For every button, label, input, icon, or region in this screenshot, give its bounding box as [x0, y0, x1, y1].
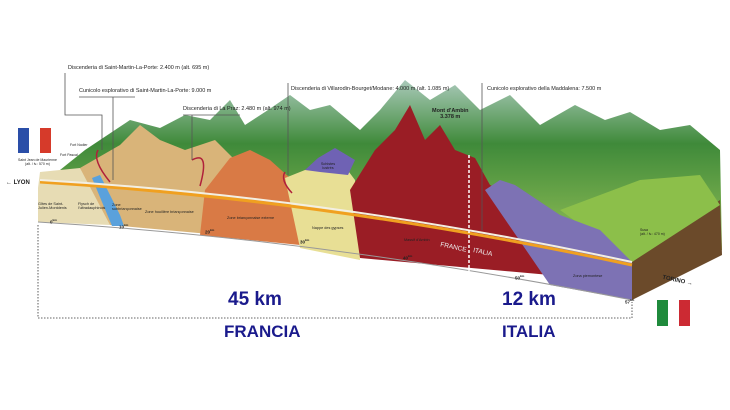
- callout-leaders: [64, 73, 483, 230]
- flag-france-blue: [18, 128, 29, 153]
- callout-la-praz: Discenderia di La Praz: 2.480 m (alt. 97…: [183, 106, 291, 112]
- callout-modane: Discenderia di Villarodin-Bourget/Modane…: [291, 86, 450, 92]
- fort-nodier-label: Fort Nodier: [70, 143, 88, 147]
- start-alt: (alt. / lv.: 570 m): [25, 162, 50, 166]
- layer-purple-piemontese: [485, 180, 632, 300]
- flag-italy-green: [657, 300, 668, 326]
- km-mark-20: 20km: [205, 228, 215, 235]
- peak-altitude: 3.378 m: [440, 114, 461, 120]
- end-station: Susa (alt. / lv.: 470 m): [640, 228, 665, 236]
- valley: [560, 175, 720, 262]
- km-mark-50: 50km: [515, 274, 525, 281]
- flag-italy-red: [679, 300, 690, 326]
- adit-modane: [282, 171, 293, 194]
- lyon-label: ← LYON: [6, 180, 30, 186]
- layer-purple-schistes: [305, 148, 355, 175]
- callout-maddalena: Cunicolo esplorativo della Maddalena: 7.…: [487, 86, 602, 92]
- geology-label-subbrianconnaise: Zone subbriançonnaise: [112, 203, 142, 211]
- geology-label-ambin: Massif d'Ambin: [404, 238, 430, 242]
- km-mark-30: 30km: [300, 238, 310, 245]
- km-mark-0: 0km: [50, 218, 57, 225]
- italy-length: 12 km: [502, 289, 556, 310]
- geology-label-flysch: Flysch de l'ultradauphinois: [78, 202, 106, 210]
- geology-label-schistes: Schistes lustrés: [320, 162, 336, 170]
- lyon-text: LYON: [13, 180, 30, 186]
- callout-saint-martin-tunnel: Cunicolo esplorativo di Saint-Martin-La-…: [79, 88, 212, 94]
- adit-la-praz: [191, 157, 205, 187]
- peak-name: Mont d'Ambin: [432, 108, 469, 114]
- peak-label: Mont d'Ambin 3.378 m: [432, 108, 468, 120]
- dimension-line: [37, 225, 633, 319]
- section-base: [37, 221, 633, 301]
- geology-label-gypses: Nappe des gypses: [312, 226, 344, 230]
- start-station: Saint Jean de Maurienne (alt. / lv.: 570 …: [18, 158, 57, 166]
- france-length: 45 km: [228, 289, 282, 310]
- km-mark-10: 10km: [119, 223, 129, 230]
- country-france: FRANCIA: [224, 322, 301, 341]
- block-side: [632, 200, 722, 300]
- geology-label-houillere: Zone houillère briançonnaise: [145, 210, 194, 214]
- end-name: Susa: [640, 228, 648, 232]
- adit-saint-martin: [95, 149, 111, 183]
- start-name: Saint Jean de Maurienne: [18, 158, 57, 162]
- geology-label-gites: Gîtes de Saint-Julien-Montdenis: [38, 202, 67, 210]
- km-mark-40: 40km: [403, 254, 413, 261]
- flag-france-red: [40, 128, 51, 153]
- end-alt: (alt. / lv.: 470 m): [640, 232, 665, 236]
- km-mark-57: 57km: [625, 298, 635, 305]
- tunnel: [39, 180, 633, 267]
- flag-france-white: [29, 128, 40, 153]
- geology-label-piemontese: Zona piemontese: [573, 274, 603, 278]
- layer-blue: [92, 175, 124, 226]
- geology-label-brianconnaise: Zone briançonnaise externe: [227, 216, 275, 220]
- callout-saint-martin-adit: Discenderia di Saint-Martin-La-Porte: 2.…: [68, 65, 210, 71]
- layer-red-ambin: [350, 105, 550, 275]
- tunnel-tube: [39, 179, 633, 263]
- fort-pascal-label: Fort Pascal: [60, 153, 78, 157]
- country-italy: ITALIA: [502, 322, 556, 341]
